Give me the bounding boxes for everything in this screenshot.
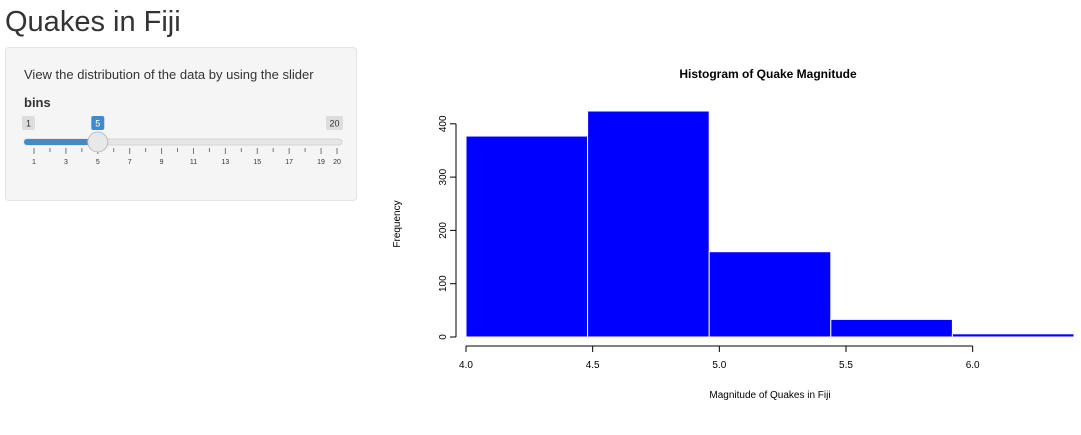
x-tick-label: 4.0 <box>459 360 473 371</box>
slider-ticks: 1 3 5 7 9 11 13 15 17 19 20 <box>32 148 341 166</box>
slider-value-label: 5 <box>95 119 100 129</box>
slider-track-fill <box>24 139 98 145</box>
slider-value-badge <box>91 116 105 130</box>
slider-tick-label: 7 <box>128 159 132 166</box>
slider-tick-label: 3 <box>64 159 68 166</box>
sidebar-panel: View the distribution of the data by usi… <box>5 47 357 201</box>
x-tick-label: 6.0 <box>966 360 980 371</box>
slider-tick-label: 5 <box>96 159 100 166</box>
x-tick-label: 5.0 <box>712 360 726 371</box>
y-axis-label: Frequency <box>392 200 403 247</box>
slider-tick-label: 15 <box>253 159 261 166</box>
slider-max-label: 20 <box>329 119 339 129</box>
slider-tick-label: 19 <box>317 159 325 166</box>
slider-min-label: 1 <box>26 119 31 129</box>
x-axis-label: Magnitude of Quakes in Fiji <box>709 390 830 401</box>
slider-tick-label: 20 <box>333 159 341 166</box>
sidebar-description: View the distribution of the data by usi… <box>24 67 314 82</box>
histogram-bar <box>587 110 710 338</box>
x-tick-label: 5.5 <box>839 360 853 371</box>
bins-slider[interactable]: 1 20 5 1 3 5 7 9 11 13 15 17 19 20 <box>6 48 358 202</box>
histogram-chart: Histogram of Quake Magnitude 4.0 4.5 5.0 5.… <box>392 67 1075 401</box>
y-axis: 0 100 200 300 400 <box>438 115 457 340</box>
histogram-bar <box>708 251 832 338</box>
chart-title: Histogram of Quake Magnitude <box>679 67 857 81</box>
slider-label: bins <box>24 95 51 110</box>
y-tick-label: 400 <box>438 115 449 132</box>
slider-tick-label: 9 <box>160 159 164 166</box>
slider-tick-label: 13 <box>221 159 229 166</box>
slider-handle[interactable] <box>87 131 109 153</box>
histogram-bars <box>465 110 1075 338</box>
x-tick-label: 4.5 <box>586 360 600 371</box>
histogram-bar <box>830 318 953 338</box>
y-tick-label: 300 <box>438 168 449 185</box>
slider-tick-label: 17 <box>285 159 293 166</box>
histogram-bar <box>465 135 589 338</box>
slider-tick-label: 1 <box>32 159 36 166</box>
y-tick-label: 0 <box>438 334 449 340</box>
slider-max-badge <box>326 116 343 130</box>
page-title: Quakes in Fiji <box>5 6 181 38</box>
y-tick-label: 200 <box>438 222 449 239</box>
histogram-bar <box>951 333 1075 338</box>
slider-min-badge <box>22 116 35 130</box>
slider-tick-label: 11 <box>190 159 197 166</box>
y-tick-label: 100 <box>438 275 449 292</box>
x-axis: 4.0 4.5 5.0 5.5 6.0 <box>459 345 980 371</box>
